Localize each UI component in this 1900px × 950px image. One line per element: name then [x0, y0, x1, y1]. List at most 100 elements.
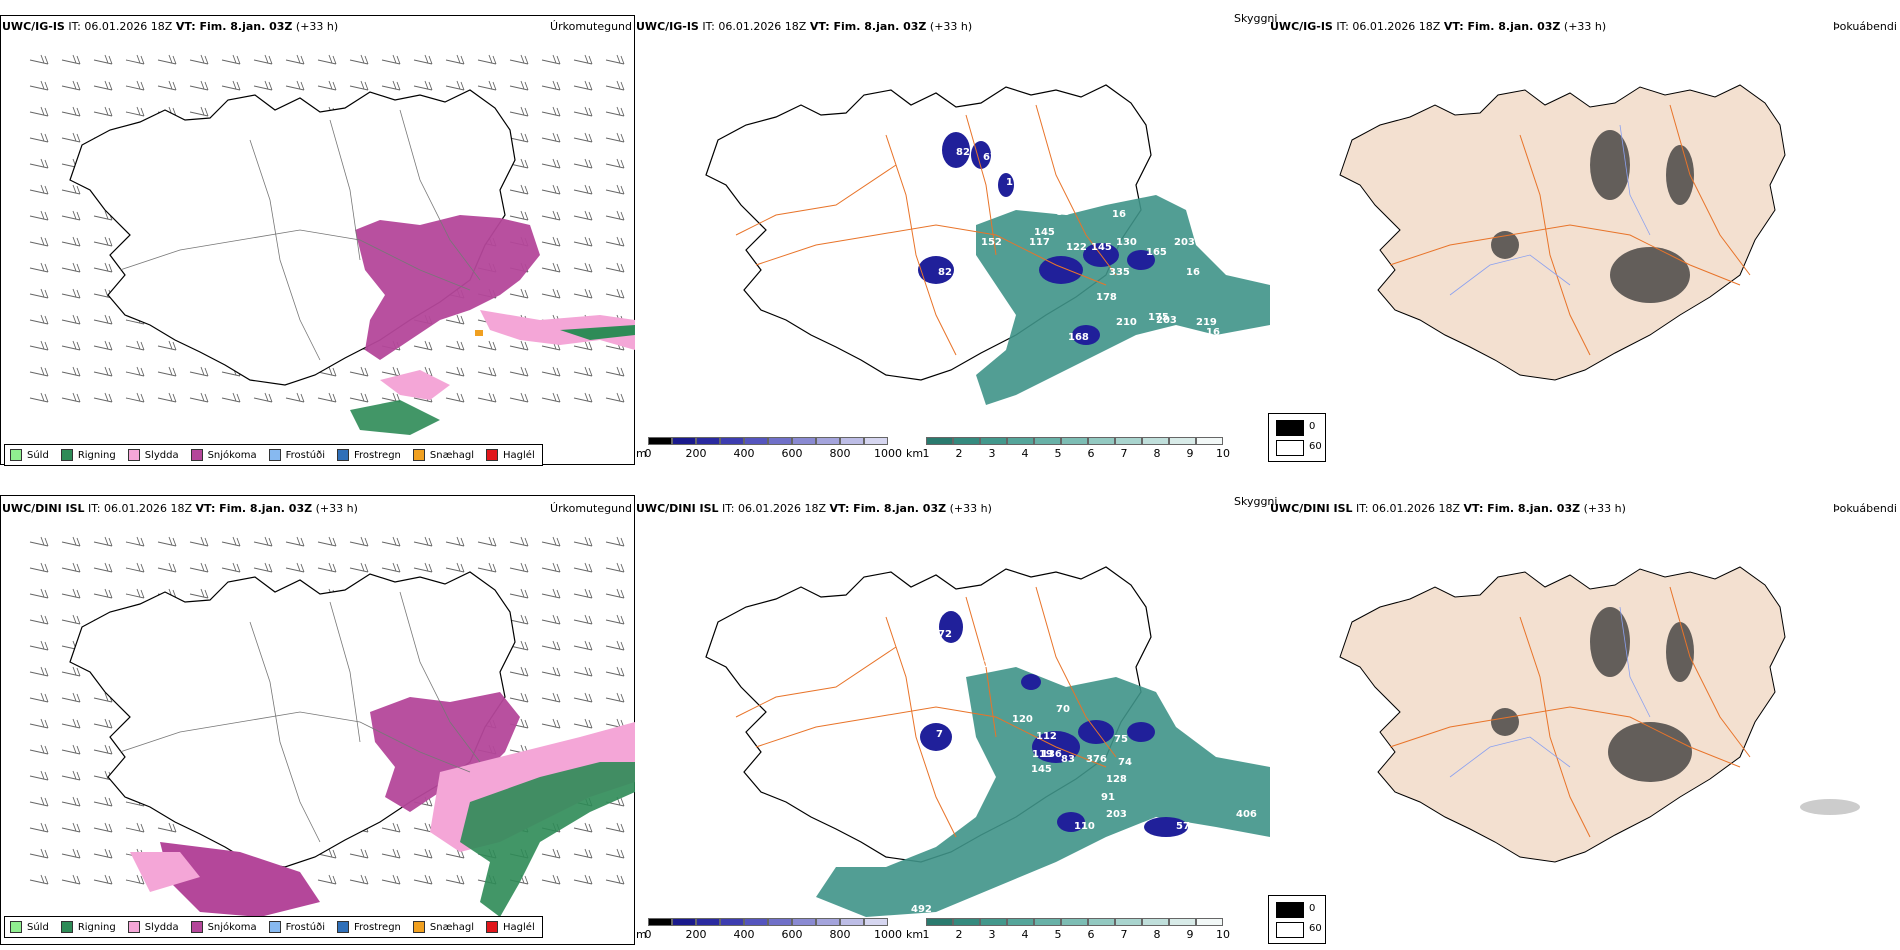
colorbar-cell — [648, 437, 672, 445]
wind-barb — [541, 132, 561, 143]
wind-barb — [509, 666, 529, 677]
vt-label: VT: Fim. 8.jan. 03Z — [809, 20, 927, 33]
wind-barb — [125, 340, 145, 351]
it-label: IT: — [702, 20, 715, 33]
colorbar-tick: 10 — [1216, 447, 1230, 460]
wind-barb — [541, 262, 561, 273]
it-label: IT: — [88, 502, 101, 515]
wind-barb — [509, 536, 529, 547]
wind-barb — [541, 54, 561, 65]
wind-barb — [381, 848, 401, 859]
colorbar-cell — [1088, 437, 1115, 445]
wind-barb — [29, 132, 49, 143]
wind-barb — [285, 54, 305, 65]
legend-label: Súld — [27, 449, 49, 461]
wind-barb — [29, 288, 49, 299]
legend-item: Haglél — [481, 921, 542, 933]
wind-barb — [61, 132, 81, 143]
colorbar-tick: 9 — [1186, 928, 1194, 941]
wind-barb — [61, 874, 81, 885]
wind-barb — [125, 392, 145, 403]
legend-label: Snjókoma — [207, 921, 257, 933]
ceiling-label: 57 — [1176, 821, 1190, 832]
colorbar-cell — [1169, 437, 1196, 445]
colorbar-tick: 6 — [1087, 928, 1095, 941]
wind-barb — [93, 106, 113, 117]
legend-swatch — [268, 921, 281, 933]
ceiling-label: 128 — [1106, 774, 1127, 785]
wind-barb — [413, 340, 433, 351]
wind-barb — [317, 80, 337, 91]
wind-barb — [189, 54, 209, 65]
it-label: IT: — [722, 502, 735, 515]
wind-barb — [573, 340, 593, 351]
wind-barb — [605, 392, 625, 403]
colorbar-cell — [816, 918, 840, 926]
wind-barb — [541, 392, 561, 403]
wind-barb — [477, 562, 497, 573]
iceland-map-precip — [29, 536, 635, 917]
legend-swatch — [337, 449, 349, 461]
wind-barb — [445, 366, 465, 377]
lead-offset: (+33 h) — [1583, 502, 1626, 515]
ceiling-label: 165 — [1146, 247, 1167, 258]
colorbar-cell — [672, 918, 696, 926]
wind-barb — [93, 54, 113, 65]
colorbar-tick: 1000 — [874, 928, 902, 941]
wind-barb — [573, 874, 593, 885]
legend-label: Frostregn — [354, 449, 401, 461]
wind-barb — [349, 366, 369, 377]
legend-label: Frostúði — [285, 449, 325, 461]
ceiling-label: 130 — [1116, 237, 1137, 248]
wind-barb — [317, 848, 337, 859]
wind-barb — [29, 588, 49, 599]
wind-barb — [605, 80, 625, 91]
colorbar-tick: 6 — [1087, 447, 1095, 460]
visibility-unit: km — [906, 928, 924, 941]
wind-barb — [61, 744, 81, 755]
wind-barb — [125, 366, 145, 377]
ceiling-label: 7 — [936, 729, 943, 740]
wind-barb — [541, 718, 561, 729]
ceiling-label: 210 — [1116, 317, 1137, 328]
legend-swatch — [412, 449, 425, 461]
legend-item: Frostregn — [332, 449, 408, 461]
wind-barb — [605, 640, 625, 651]
wind-barb — [573, 132, 593, 143]
wind-barb — [61, 848, 81, 859]
wind-barb — [573, 54, 593, 65]
wind-barb — [605, 262, 625, 273]
wind-barb — [253, 392, 273, 403]
wind-barb — [61, 262, 81, 273]
colorbar-cell — [768, 918, 792, 926]
roads-red — [1389, 104, 1751, 356]
wind-barb — [573, 848, 593, 859]
colorbar-cell — [648, 918, 672, 926]
legend-label: Snæhagl — [429, 921, 475, 933]
wind-barb — [605, 366, 625, 377]
wind-barb — [541, 106, 561, 117]
wind-barb — [317, 366, 337, 377]
colorbar-tick: 600 — [781, 447, 803, 460]
colorbar-cell — [1115, 437, 1142, 445]
wind-barb — [93, 536, 113, 547]
panel-precip-type-bottom: UWC/DINI ISL IT: 06.01.2026 18Z VT: Fim.… — [0, 490, 635, 945]
wind-barb — [541, 588, 561, 599]
wind-barb — [509, 80, 529, 91]
wind-barb — [413, 80, 433, 91]
panel-title: Skyggni — [1234, 12, 1278, 25]
vt-label: VT: Fim. 8.jan. 03Z — [175, 20, 293, 33]
rivers — [1449, 124, 1651, 296]
wind-barb — [29, 822, 49, 833]
wind-barb — [381, 822, 401, 833]
panel-header: UWC/IG-IS IT: 06.01.2026 18Z VT: Fim. 8.… — [636, 20, 972, 34]
wind-barb — [317, 536, 337, 547]
it-value: 06.01.2026 18Z — [104, 502, 193, 515]
ceiling-label: 122 — [1066, 242, 1087, 253]
wind-barb — [29, 536, 49, 547]
wind-barb — [317, 54, 337, 65]
wind-barb — [573, 588, 593, 599]
colorbar-cell — [816, 437, 840, 445]
